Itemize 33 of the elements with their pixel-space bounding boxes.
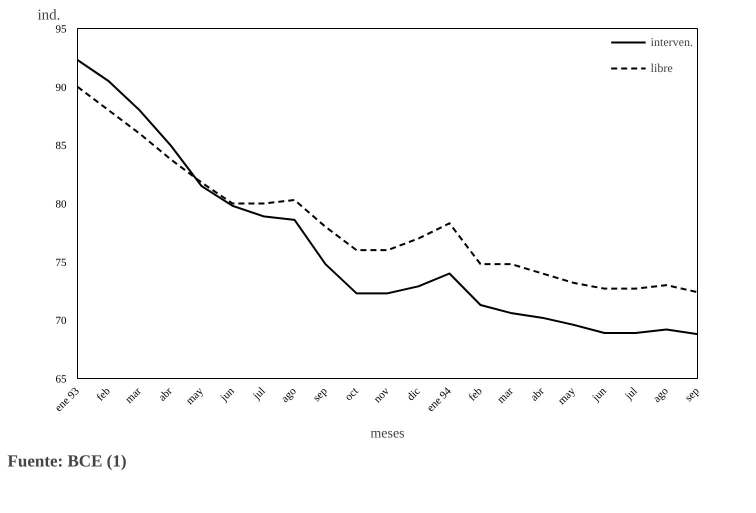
x-tick-label: abr: [528, 385, 547, 404]
legend-label: libre: [650, 60, 673, 76]
y-axis-title: ind.: [38, 8, 60, 24]
x-tick-label: sep: [310, 384, 330, 404]
x-tick-label: oct: [342, 385, 361, 404]
x-tick-label: feb: [94, 384, 114, 404]
y-tick-label: 75: [56, 256, 67, 269]
y-tick-label: 65: [56, 374, 67, 386]
x-tick-label: feb: [466, 384, 486, 404]
x-tick-label: may: [184, 384, 206, 408]
x-tick-label: jun: [218, 384, 238, 404]
x-axis-title: meses: [370, 426, 405, 442]
legend-label: interven.: [650, 34, 693, 50]
x-tick-label: may: [556, 384, 578, 408]
y-tick-label: 80: [56, 198, 67, 210]
x-tick-label: ene 93: [52, 384, 82, 414]
x-tick-label: abr: [156, 385, 175, 404]
x-tick-label: ago: [279, 384, 300, 405]
x-tick-label: jun: [590, 384, 610, 404]
x-tick-label: mar: [123, 385, 144, 406]
y-tick-label: 90: [56, 82, 67, 94]
x-tick-label: ene 94: [424, 384, 454, 414]
x-tick-label: jul: [250, 385, 268, 403]
y-tick-label: 85: [56, 140, 67, 152]
x-tick-label: nov: [372, 384, 392, 406]
x-tick-label: jul: [622, 385, 640, 403]
y-tick-label: 95: [56, 24, 67, 36]
x-tick-label: mar: [495, 385, 516, 406]
x-tick-label: ago: [651, 384, 672, 405]
y-tick-label: 70: [56, 315, 67, 328]
x-tick-label: dic: [404, 385, 423, 404]
source-note: Fuente: BCE (1): [8, 452, 126, 470]
x-tick-label: sep: [682, 384, 702, 404]
